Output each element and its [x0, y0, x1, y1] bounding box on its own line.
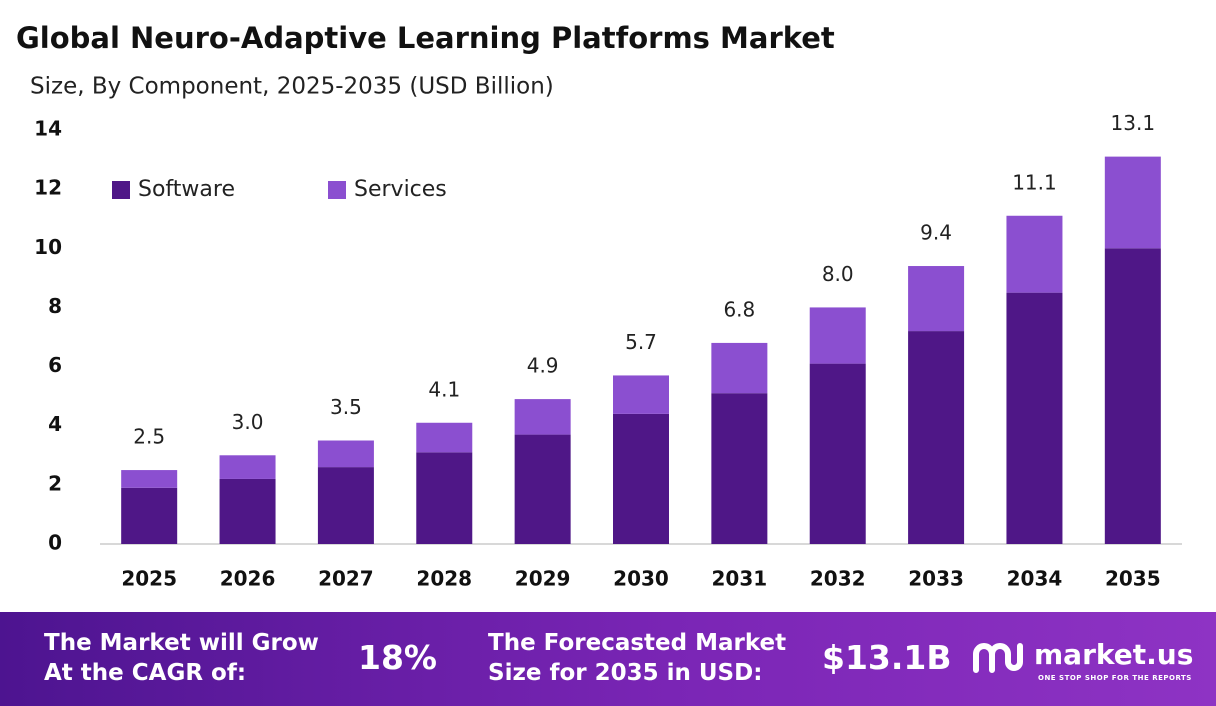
total-label: 4.9	[527, 354, 559, 378]
legend-label: Services	[354, 177, 447, 202]
cagr-text: The Market will Grow At the CAGR of:	[44, 628, 319, 688]
chart-title: Global Neuro-Adaptive Learning Platforms…	[16, 21, 835, 55]
x-tick-label: 2031	[712, 567, 768, 591]
text-line: The Forecasted Market	[488, 630, 787, 656]
x-tick-label: 2027	[318, 567, 374, 591]
x-tick-label: 2033	[908, 567, 964, 591]
bar-segment	[1104, 156, 1161, 249]
x-tick-label: 2032	[810, 567, 866, 591]
footer: The Market will Grow At the CAGR of: 18% …	[0, 612, 1216, 706]
y-tick-label: 10	[34, 235, 62, 259]
chart-subtitle: Size, By Component, 2025-2035 (USD Billi…	[30, 74, 554, 100]
total-label: 5.7	[625, 330, 657, 354]
y-tick-label: 4	[48, 412, 62, 436]
chart: Global Neuro-Adaptive Learning Platforms…	[16, 21, 1182, 591]
legend-label: Software	[138, 177, 235, 202]
x-tick-label: 2025	[121, 567, 177, 591]
bar-segment	[416, 452, 473, 544]
text-line: At the CAGR of:	[44, 660, 247, 686]
bar-segment	[711, 342, 768, 394]
total-label: 8.0	[822, 262, 854, 286]
bar-segment	[809, 307, 866, 364]
bar-segment	[514, 399, 571, 435]
bar-segment	[1006, 292, 1063, 544]
bar-segment	[613, 413, 669, 544]
bar-segment	[219, 478, 276, 544]
bar-segment	[121, 487, 178, 544]
cagr-value: 18%	[358, 638, 437, 677]
legend-swatch	[112, 181, 130, 199]
x-tick-label: 2026	[220, 567, 276, 591]
y-tick-label: 14	[34, 117, 62, 141]
y-tick-label: 2	[48, 471, 62, 495]
bar-segment	[711, 393, 768, 544]
total-label: 11.1	[1012, 170, 1057, 194]
logo-tagline: ONE STOP SHOP FOR THE REPORTS	[1038, 674, 1192, 682]
total-label: 6.8	[723, 297, 755, 321]
bar-segment	[908, 266, 965, 332]
logo-text: market.us	[1034, 638, 1194, 671]
forecast-value: $13.1B	[822, 638, 952, 677]
x-tick-label: 2028	[416, 567, 472, 591]
bar-segment	[121, 470, 178, 488]
legend-swatch	[328, 181, 346, 199]
bar-segment	[317, 440, 374, 468]
text-line: The Market will Grow	[44, 630, 319, 656]
total-label: 13.1	[1111, 111, 1156, 135]
total-label: 9.4	[920, 221, 952, 245]
text-line: Size for 2035 in USD:	[488, 660, 763, 686]
total-label: 3.0	[232, 410, 264, 434]
bar-segment	[1104, 248, 1161, 545]
bar-segment	[514, 434, 571, 544]
x-tick-label: 2030	[613, 567, 669, 591]
bar-segment	[1006, 215, 1063, 293]
forecast-text: The Forecasted Market Size for 2035 in US…	[488, 628, 786, 688]
x-tick-label: 2034	[1007, 567, 1063, 591]
total-label: 4.1	[428, 377, 460, 401]
bar-segment	[613, 375, 669, 414]
y-tick-label: 8	[48, 294, 62, 318]
bar-segment	[809, 363, 866, 544]
y-tick-label: 6	[48, 353, 62, 377]
x-tick-label: 2035	[1105, 567, 1161, 591]
y-tick-label: 12	[34, 176, 62, 200]
bar-segment	[416, 422, 473, 453]
y-tick-label: 0	[48, 531, 62, 555]
bar-segment	[219, 455, 276, 479]
total-label: 2.5	[133, 425, 165, 449]
bar-segment	[908, 331, 965, 544]
total-label: 3.5	[330, 395, 362, 419]
x-tick-label: 2029	[515, 567, 571, 591]
logo-icon	[973, 643, 1023, 673]
bar-segment	[317, 467, 374, 544]
